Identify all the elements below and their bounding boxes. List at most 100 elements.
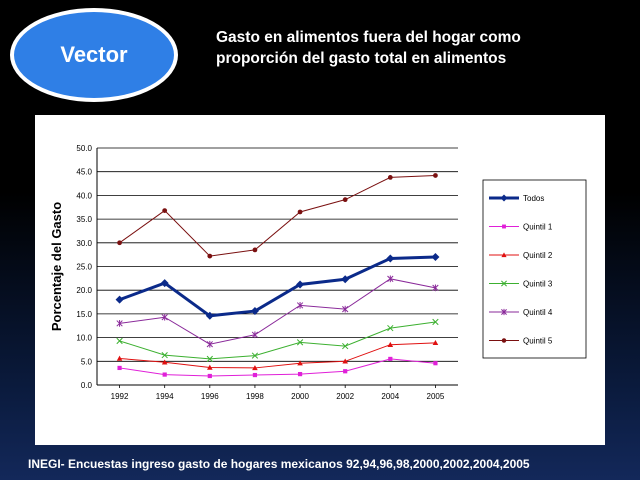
data-point-quintil-5 xyxy=(297,209,303,215)
data-point-todos xyxy=(250,307,259,316)
legend-swatch-marker xyxy=(502,224,506,229)
data-point-quintil-5 xyxy=(342,197,348,203)
legend-label: Quintil 2 xyxy=(523,251,553,260)
y-tick-label: 15.0 xyxy=(76,310,92,319)
y-tick-label: 35.0 xyxy=(76,215,92,224)
data-point-quintil-3 xyxy=(387,324,394,332)
y-tick-label: 0.0 xyxy=(81,381,93,390)
data-point-quintil-1 xyxy=(343,369,348,374)
data-point-quintil-1 xyxy=(297,371,303,377)
data-point-quintil-3 xyxy=(206,355,213,363)
data-point-quintil-5 xyxy=(433,173,438,178)
slide-title-line-2: proporción del gasto total en alimentos xyxy=(216,50,507,67)
x-tick-label: 2002 xyxy=(336,392,354,401)
data-point-quintil-2 xyxy=(297,360,303,366)
data-point-quintil-4 xyxy=(206,340,213,348)
source-footnote: INEGI- Encuestas ingreso gasto de hogare… xyxy=(28,457,530,471)
data-point-quintil-5 xyxy=(207,253,213,259)
legend-swatch-marker xyxy=(500,194,508,202)
data-point-quintil-4 xyxy=(251,331,259,339)
data-point-todos xyxy=(431,253,440,262)
data-point-todos xyxy=(341,275,350,284)
legend-label: Quintil 1 xyxy=(523,223,553,232)
legend: Todos Quintil 1 Quintil 2 Quintil 3 Quintil … xyxy=(482,179,587,359)
x-tick-label: 2000 xyxy=(291,392,309,401)
series-line-todos xyxy=(119,255,436,318)
legend-label: Todos xyxy=(523,194,544,203)
data-point-quintil-5 xyxy=(252,247,258,253)
legend-swatch-marker xyxy=(501,252,507,258)
legend-label: Quintil 4 xyxy=(523,308,553,317)
series-line-quintil-4 xyxy=(119,278,436,345)
series-line-quintil-1 xyxy=(119,358,436,377)
x-tick-label: 1994 xyxy=(156,392,174,401)
data-point-quintil-3 xyxy=(116,337,123,345)
data-point-quintil-4 xyxy=(387,275,394,283)
x-tick-label: 1998 xyxy=(246,392,264,401)
data-point-todos xyxy=(115,295,124,304)
x-tick-label: 1992 xyxy=(111,392,129,401)
legend-swatch-marker xyxy=(501,338,507,343)
legend-item-quintil-1: Quintil 1 xyxy=(489,223,553,232)
x-tick-label: 2005 xyxy=(427,392,445,401)
series-line-quintil-5 xyxy=(119,174,436,257)
legend-item-quintil-4: Quintil 4 xyxy=(489,308,553,317)
legend-item-quintil-3: Quintil 3 xyxy=(489,280,553,289)
data-point-quintil-2 xyxy=(116,355,123,361)
data-point-todos xyxy=(160,279,169,288)
data-point-quintil-3 xyxy=(432,318,439,326)
series-quintil-3 xyxy=(116,318,439,363)
line-chart: 0.0 5.0 10.0 15.0 20.0 25.0 30.0 35.0 40.0 45.0 50… xyxy=(49,144,587,401)
y-tick-label: 40.0 xyxy=(76,191,92,200)
data-point-quintil-3 xyxy=(161,351,168,359)
legend-label: Quintil 3 xyxy=(523,280,553,289)
legend-box xyxy=(482,179,587,359)
data-point-quintil-5 xyxy=(117,240,122,246)
series-line-quintil-2 xyxy=(119,342,436,369)
legend-label: Quintil 5 xyxy=(523,337,553,346)
data-point-quintil-4 xyxy=(161,313,168,321)
series-quintil-4 xyxy=(116,275,439,348)
series-quintil-5 xyxy=(117,173,438,259)
data-point-quintil-2 xyxy=(432,340,439,346)
data-point-quintil-1 xyxy=(388,356,393,362)
slide-title-line-1: Gasto en alimentos fuera del hogar como xyxy=(216,29,521,46)
data-point-quintil-3 xyxy=(342,342,349,350)
data-point-quintil-1 xyxy=(162,372,167,377)
data-point-quintil-4 xyxy=(342,305,349,313)
y-tick-label: 50.0 xyxy=(76,144,92,153)
data-point-quintil-3 xyxy=(251,352,259,359)
data-point-todos xyxy=(296,280,305,289)
vector-badge: Vector xyxy=(10,8,178,102)
series-quintil-2 xyxy=(116,340,439,371)
data-point-quintil-1 xyxy=(433,361,438,366)
slide-title: Gasto en alimentos fuera del hogar como … xyxy=(216,27,626,69)
data-point-todos xyxy=(386,254,395,263)
data-point-quintil-2 xyxy=(161,359,168,365)
data-point-quintil-1 xyxy=(207,373,212,379)
legend-item-quintil-5: Quintil 5 xyxy=(489,337,553,346)
data-point-todos xyxy=(205,311,214,320)
vector-badge-label: Vector xyxy=(60,42,128,67)
legend-item-todos: Todos xyxy=(489,194,544,203)
legend-swatch-marker xyxy=(501,308,507,316)
data-point-quintil-2 xyxy=(252,365,258,371)
legend-item-quintil-2: Quintil 2 xyxy=(489,251,553,260)
chart-panel: 0.0 5.0 10.0 15.0 20.0 25.0 30.0 35.0 40.0 45.0 50… xyxy=(35,115,605,445)
y-tick-label: 30.0 xyxy=(76,239,92,248)
y-tick-label: 45.0 xyxy=(76,168,92,177)
legend-swatch-marker xyxy=(501,280,507,287)
data-point-quintil-2 xyxy=(387,341,394,347)
data-point-quintil-1 xyxy=(252,372,258,378)
y-tick-label: 20.0 xyxy=(76,286,92,295)
data-point-quintil-2 xyxy=(207,364,213,370)
x-tick-label: 2004 xyxy=(381,392,399,401)
series-todos xyxy=(115,253,440,320)
y-tick-label: 25.0 xyxy=(76,263,92,272)
data-point-quintil-4 xyxy=(116,320,123,327)
data-point-quintil-4 xyxy=(296,302,304,309)
data-point-quintil-4 xyxy=(432,284,439,292)
data-point-quintil-2 xyxy=(342,358,348,364)
data-point-quintil-5 xyxy=(162,208,168,213)
series-quintil-1 xyxy=(117,356,438,379)
